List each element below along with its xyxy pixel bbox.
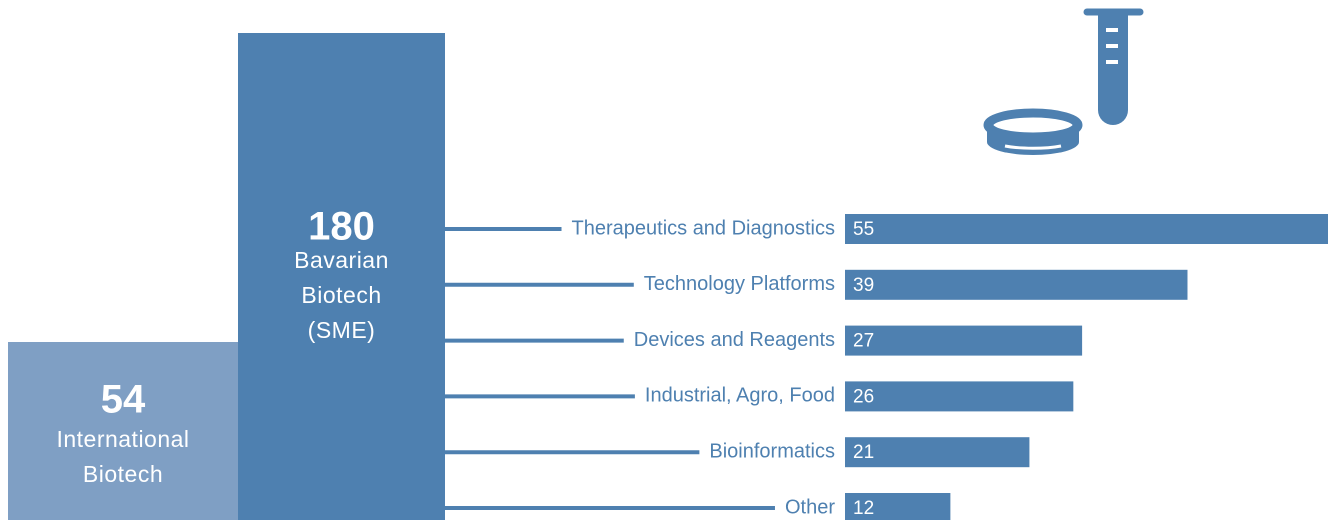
bar	[845, 493, 951, 520]
block-label: (SME)	[308, 317, 376, 343]
value-label: 55	[853, 219, 874, 240]
category-label: Therapeutics and Diagnostics	[572, 217, 835, 239]
value-label: 39	[853, 275, 874, 296]
category-label: Devices and Reagents	[634, 329, 835, 351]
category-label: Industrial, Agro, Food	[645, 385, 835, 407]
block	[8, 342, 238, 520]
value-label: 21	[853, 442, 874, 463]
category-label: Bioinformatics	[709, 440, 835, 462]
value-label: 12	[853, 498, 874, 519]
block	[238, 33, 445, 520]
lab-icon	[983, 8, 1144, 155]
block-label: International	[56, 426, 189, 452]
bar	[845, 214, 1328, 244]
bar	[845, 325, 1083, 356]
value-label: 27	[853, 331, 874, 352]
bar	[845, 437, 1030, 468]
block-value: 54	[101, 378, 146, 422]
block-label: Biotech	[301, 282, 381, 308]
value-label: 26	[853, 386, 874, 407]
block-label: Biotech	[83, 461, 163, 487]
block-value: 180	[308, 205, 375, 249]
category-label: Technology Platforms	[644, 273, 835, 295]
bar	[845, 381, 1074, 412]
bar	[845, 269, 1188, 300]
block-label: Bavarian	[294, 247, 389, 273]
category-label: Other	[785, 496, 835, 518]
